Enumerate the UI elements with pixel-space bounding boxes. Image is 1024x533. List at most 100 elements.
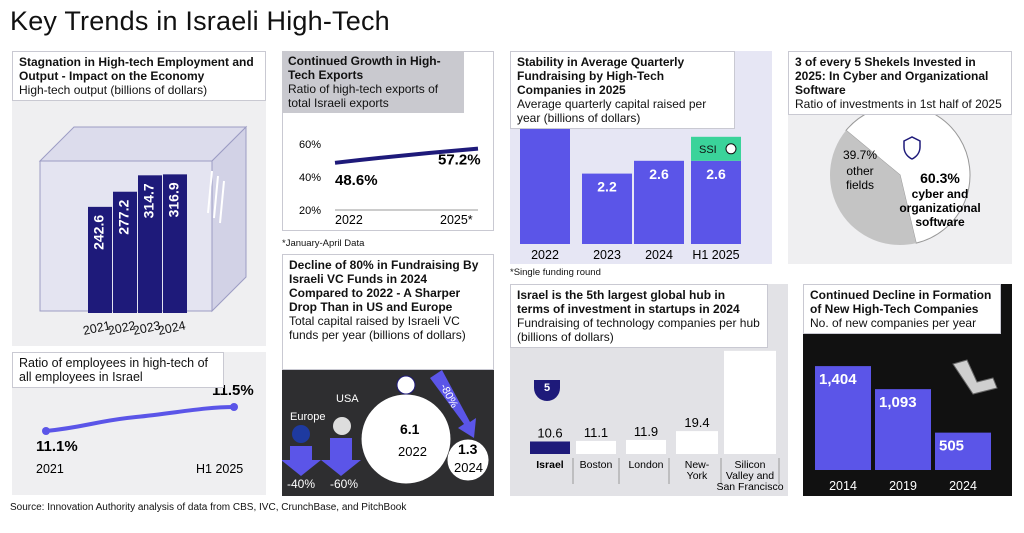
- output-year-label: 2021: [82, 318, 112, 337]
- pie-category-label: other: [846, 164, 873, 178]
- vc-usa-change: -60%: [330, 477, 358, 491]
- vc-year-label: 2024: [454, 460, 483, 475]
- employees-point-start: [42, 427, 50, 435]
- output-bar-2022: [113, 191, 137, 313]
- hub-x-label: Israel: [536, 459, 564, 471]
- output-value-label: 242.6: [91, 215, 107, 250]
- employees-caption: Ratio of employees in high-tech of all e…: [12, 352, 224, 388]
- vc-caption: Decline of 80% in Fundraising By Israeli…: [282, 254, 494, 370]
- hubs-title: Israel is the 5th largest global hub in …: [517, 288, 740, 316]
- newco-bar-2014: [815, 366, 871, 470]
- vc-subtitle: Total capital raised by Israeli VC funds…: [289, 314, 466, 342]
- israel-down-arrow-icon: [430, 370, 476, 438]
- newco-bar-2019: [875, 389, 931, 470]
- exports-value-label: 57.2%: [438, 152, 481, 169]
- vc-bubble-2022: [361, 394, 451, 484]
- source-note: Source: Innovation Authority analysis of…: [10, 502, 407, 513]
- newco-chart: 1,404 2014 1,093 2019 505 2024: [815, 359, 998, 493]
- hub-value-label: 10.6: [537, 425, 562, 440]
- output-bar-2021: [88, 206, 112, 313]
- hub-x-label: Silicon: [735, 459, 766, 471]
- newco-value-label: 1,404: [819, 371, 857, 388]
- newco-value-label: 1,093: [879, 394, 917, 411]
- hub-value-label: 11.9: [634, 424, 658, 439]
- hubs-chart: 5 10.6 Israel 11.1 Boston 11.9 London 19.4 New-Y…: [530, 335, 784, 493]
- quarterly-caption: Stability in Average Quarterly Fundraisi…: [510, 51, 735, 129]
- pie-category-label: software: [915, 215, 965, 229]
- exports-chart: 60% 40% 20% 48.6% 57.2% 2022 2025*: [299, 139, 481, 227]
- vc-bubble-2024: [447, 439, 489, 481]
- quarterly-ssi-label: SSI: [699, 144, 717, 156]
- exports-footnote: *January-April Data: [282, 238, 365, 249]
- hub-bar-3: [676, 431, 718, 454]
- output-value-label: 316.9: [166, 182, 182, 217]
- newco-caption: Continued Decline in Formation of New Hi…: [803, 284, 1001, 334]
- output-year-label: 2022: [107, 318, 137, 337]
- us-flag-icon: [333, 417, 351, 435]
- newco-value-label: 505: [939, 438, 964, 455]
- exports-caption: Continued Growth in High-Tech Exports Rat…: [282, 51, 464, 113]
- pie-slice-other: [830, 130, 917, 245]
- trophy-icon: [534, 380, 560, 401]
- hub-bar-0: [530, 441, 570, 454]
- hand-coin-icon: [725, 143, 737, 155]
- eu-flag-icon: [292, 425, 310, 443]
- employees-point-end: [230, 403, 238, 411]
- employees-line: [45, 405, 235, 433]
- quarterly-bar-2023: [582, 173, 632, 244]
- output-bar-2023: [138, 175, 162, 313]
- output-year-label: 2024: [157, 318, 187, 337]
- shield-lock-icon: [903, 136, 921, 160]
- quarterly-x-label: 2024: [645, 248, 673, 262]
- exports-value-label: 48.6%: [335, 172, 378, 189]
- quarterly-x-label: 2023: [593, 248, 621, 262]
- hub-x-label: Valley and: [726, 470, 774, 482]
- europe-down-arrow-icon: [282, 446, 321, 476]
- newco-title: Continued Decline in Formation of New Hi…: [810, 288, 992, 316]
- newco-x-label: 2019: [889, 479, 917, 493]
- quarterly-value-label: 2.6: [649, 166, 669, 182]
- hub-bar-1: [576, 440, 616, 454]
- quarterly-x-label: H1 2025: [692, 248, 739, 262]
- newco-x-label: 2014: [829, 479, 857, 493]
- hub-value-label: 19.4: [684, 415, 709, 430]
- pie-category-label: cyber and: [912, 187, 969, 201]
- quarterly-subtitle: Average quarterly capital raised per yea…: [517, 97, 707, 125]
- vc-usa-label: USA: [336, 393, 359, 405]
- newco-subtitle: No. of new companies per year: [810, 316, 977, 330]
- newco-x-label: 2024: [949, 479, 977, 493]
- walking-legs-icon: [952, 359, 998, 395]
- newco-bar-2024: [935, 432, 991, 470]
- vc-year-label: 2022: [398, 444, 427, 459]
- hubs-subtitle: Fundraising of technology companies per …: [517, 316, 760, 344]
- quarterly-bar-H1 2025: [691, 160, 741, 244]
- hubs-caption: Israel is the 5th largest global hub in …: [510, 284, 768, 348]
- employees-x-label: H1 2025: [196, 462, 243, 476]
- vc-title: Decline of 80% in Fundraising By Israeli…: [289, 258, 479, 314]
- vc-chart: Europe USA -40% -60% 6.1 2022 1.3 2024 -80%: [282, 370, 489, 491]
- quarterly-value-label: 2.6: [706, 166, 726, 182]
- cyber-title: 3 of every 5 Shekels Invested in 2025: I…: [795, 55, 989, 97]
- output-chart: 242.6 2021 277.2 2022 314.7 2023 316.9 2024: [38, 125, 248, 338]
- exports-title: Continued Growth in High-Tech Exports: [288, 54, 441, 82]
- vc-europe-label: Europe: [290, 411, 325, 423]
- employees-x-label: 2021: [36, 462, 64, 476]
- output-bar-2024: [163, 174, 187, 313]
- hub-x-label: York: [687, 470, 708, 482]
- vc-value-label: 6.1: [400, 421, 420, 437]
- quarterly-value-label: 2.2: [597, 179, 617, 195]
- quarterly-footnote: *Single funding round: [510, 267, 601, 278]
- output-year-label: 2023: [132, 318, 162, 337]
- exports-subtitle: Ratio of high-tech exports of total Isra…: [288, 82, 439, 110]
- quarterly-bar-2024: [634, 160, 684, 244]
- hub-value-label: 11.1: [584, 425, 608, 440]
- output-caption: Stagnation in High-tech Employment and O…: [12, 51, 266, 101]
- page-title: Key Trends in Israeli High-Tech: [10, 6, 390, 36]
- israel-flag-icon: [396, 375, 416, 395]
- output-value-label: 277.2: [116, 200, 132, 235]
- exports-x-label: 2025*: [440, 213, 473, 227]
- quarterly-title: Stability in Average Quarterly Fundraisi…: [517, 55, 685, 97]
- hub-bar-4: [724, 350, 776, 454]
- hub-x-label: San Francisco: [716, 481, 783, 493]
